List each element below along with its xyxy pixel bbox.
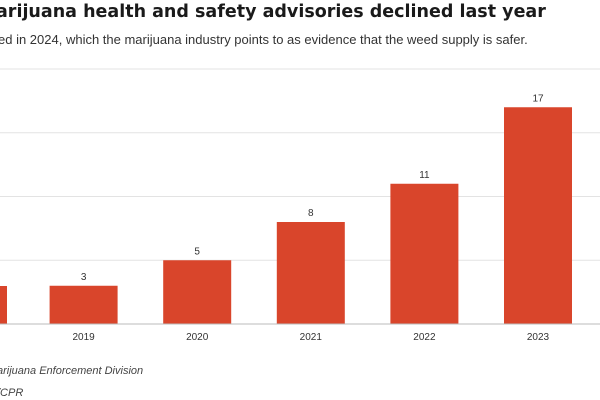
data-label: 17 [532, 93, 544, 104]
bar [390, 183, 459, 324]
data-label: 8 [308, 208, 314, 219]
bar [504, 107, 572, 324]
bar [0, 286, 7, 324]
x-tick-label: 2022 [413, 332, 436, 343]
x-tick-label: 2020 [186, 332, 209, 343]
chart-subtitle: ed in 2024, which the marijuana industry… [0, 32, 528, 47]
data-label: 5 [194, 246, 200, 257]
data-label: 3 [81, 272, 87, 283]
bar [163, 260, 232, 324]
bar [276, 222, 345, 324]
chart-credit: /CPR [0, 387, 24, 399]
x-tick-label: 2023 [527, 332, 550, 343]
chart-source: arijuana Enforcement Division [0, 365, 144, 377]
x-tick-label: 2021 [300, 332, 323, 343]
data-label: 11 [419, 170, 430, 181]
x-tick-label: 2019 [72, 332, 95, 343]
bar [49, 285, 118, 324]
chart-title: arijuana health and safety advisories de… [0, 2, 546, 22]
